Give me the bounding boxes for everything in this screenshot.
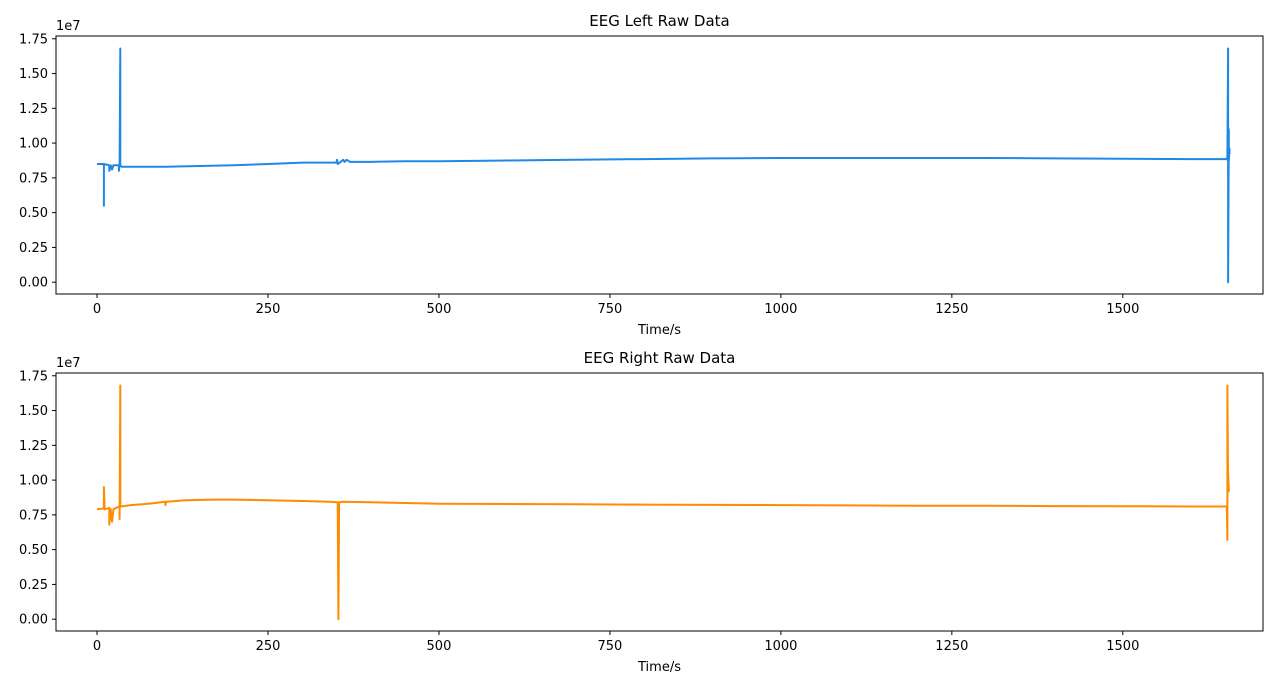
y-tick-label: 0.75	[19, 508, 48, 523]
x-tick-label: 1500	[1106, 302, 1139, 317]
chart-title: EEG Right Raw Data	[584, 349, 736, 367]
x-axis-label: Time/s	[637, 323, 681, 338]
y-tick-label: 1.75	[19, 369, 48, 384]
x-tick-label: 500	[427, 639, 452, 654]
y-tick-label: 1.75	[19, 32, 48, 47]
x-tick-label: 250	[256, 302, 281, 317]
y-tick-label: 0.00	[19, 613, 48, 628]
plot-area-frame	[55, 35, 1264, 295]
y-tick-label: 1.50	[19, 404, 48, 419]
x-tick-label: 0	[93, 639, 101, 654]
plot-area-frame	[55, 372, 1264, 632]
x-tick-label: 750	[598, 302, 623, 317]
series-line	[96, 384, 1230, 621]
y-tick-label: 0.50	[19, 543, 48, 558]
y-tick-label: 0.25	[19, 578, 48, 593]
x-tick-label: 1500	[1106, 639, 1139, 654]
x-tick-label: 250	[256, 639, 281, 654]
y-tick-label: 0.75	[19, 171, 48, 186]
x-tick-label: 1000	[764, 639, 797, 654]
y-tick-label: 1.00	[19, 474, 48, 489]
y-tick-label: 1.25	[19, 102, 48, 117]
y-offset-label: 1e7	[56, 19, 81, 34]
y-tick-label: 0.25	[19, 241, 48, 256]
x-axis-label: Time/s	[637, 660, 681, 675]
y-tick-label: 1.00	[19, 137, 48, 152]
x-tick-label: 1250	[935, 302, 968, 317]
x-tick-label: 1000	[764, 302, 797, 317]
subplot-left: EEG Left Raw Data Time/s 1e7 0 250 500 750 1…	[19, 12, 1264, 338]
y-tick-label: 1.50	[19, 67, 48, 82]
chart-title: EEG Left Raw Data	[589, 12, 729, 30]
y-tick-label: 0.50	[19, 206, 48, 221]
x-tick-label: 0	[93, 302, 101, 317]
subplot-right: EEG Right Raw Data Time/s 1e7 0 250 500 750…	[19, 349, 1264, 675]
y-tick-label: 0.00	[19, 276, 48, 291]
y-offset-label: 1e7	[56, 356, 81, 371]
x-tick-label: 500	[427, 302, 452, 317]
x-tick-label: 750	[598, 639, 623, 654]
y-tick-label: 1.25	[19, 439, 48, 454]
series-line	[97, 47, 1231, 284]
x-tick-label: 1250	[935, 639, 968, 654]
